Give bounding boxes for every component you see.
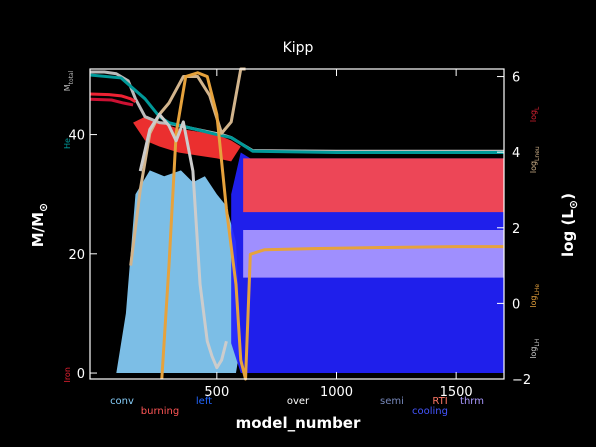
- left-side-label-sub: total: [68, 70, 75, 84]
- legend-entry-thrm: thrm: [460, 396, 484, 407]
- plot-frame: [89, 68, 505, 380]
- legend-entry-semi: semi: [380, 396, 404, 407]
- x-tick-label: 1500: [440, 385, 473, 400]
- right-tick-label: −2: [512, 373, 531, 388]
- series-lines: [89, 67, 504, 381]
- right-axis-title: log (L⊙): [559, 193, 580, 257]
- x-tick-label: 1000: [320, 385, 353, 400]
- series-line-log-l: [89, 97, 134, 107]
- series-line-log-lh: [138, 112, 228, 370]
- right-side-label-sub: LH: [534, 339, 541, 347]
- legend-entry-over: over: [287, 396, 310, 407]
- x-tick-label: 500: [204, 385, 229, 400]
- x-axis-ticks: 500 1000 1500: [204, 69, 473, 400]
- left-tick-label: 0: [77, 367, 85, 382]
- left-side-label-text: Iron: [63, 367, 72, 382]
- left-tick-label: 20: [68, 248, 85, 263]
- legend-entry-rti: RTI: [432, 396, 447, 407]
- legend-entry-cooling: cooling: [412, 406, 448, 417]
- svg-text:M/M⊙: M/M⊙: [29, 203, 50, 248]
- right-tick-label: 2: [512, 222, 520, 237]
- series-line-iron-core: [89, 92, 137, 104]
- left-axis-title: M/M⊙: [29, 203, 50, 248]
- right-tick-label: 4: [512, 146, 520, 161]
- right-side-label-sub: L: [534, 106, 541, 110]
- region-burning: [243, 158, 504, 213]
- left-side-label: He: [63, 138, 72, 149]
- left-side-label: Iron: [63, 367, 72, 382]
- x-axis-title: model_number: [236, 414, 361, 432]
- right-side-label-sub: LHe: [534, 284, 541, 296]
- filled-regions: [90, 69, 505, 379]
- legend-entry-conv: conv: [110, 396, 134, 407]
- right-side-label-sub: Lneu: [534, 146, 541, 161]
- right-tick-label: 6: [512, 71, 520, 86]
- series-line-he-core: [89, 73, 504, 154]
- left-axis-ticks: 0 20 40: [68, 129, 97, 382]
- svg-text:log (L⊙): log (L⊙): [559, 193, 580, 257]
- left-tick-label: 40: [68, 129, 85, 144]
- right-axis-ticks: −2 0 2 4 6: [497, 71, 531, 388]
- region-thrm: [243, 229, 504, 278]
- right-tick-label: 0: [512, 297, 520, 312]
- legend-entry-burning: burning: [141, 406, 179, 417]
- legend-entry-left: left: [196, 396, 212, 407]
- series-line-log-lhe: [160, 71, 504, 381]
- left-side-label-text: He: [63, 138, 72, 149]
- region-conv: [116, 170, 241, 374]
- chart-title: Kipp: [283, 40, 314, 56]
